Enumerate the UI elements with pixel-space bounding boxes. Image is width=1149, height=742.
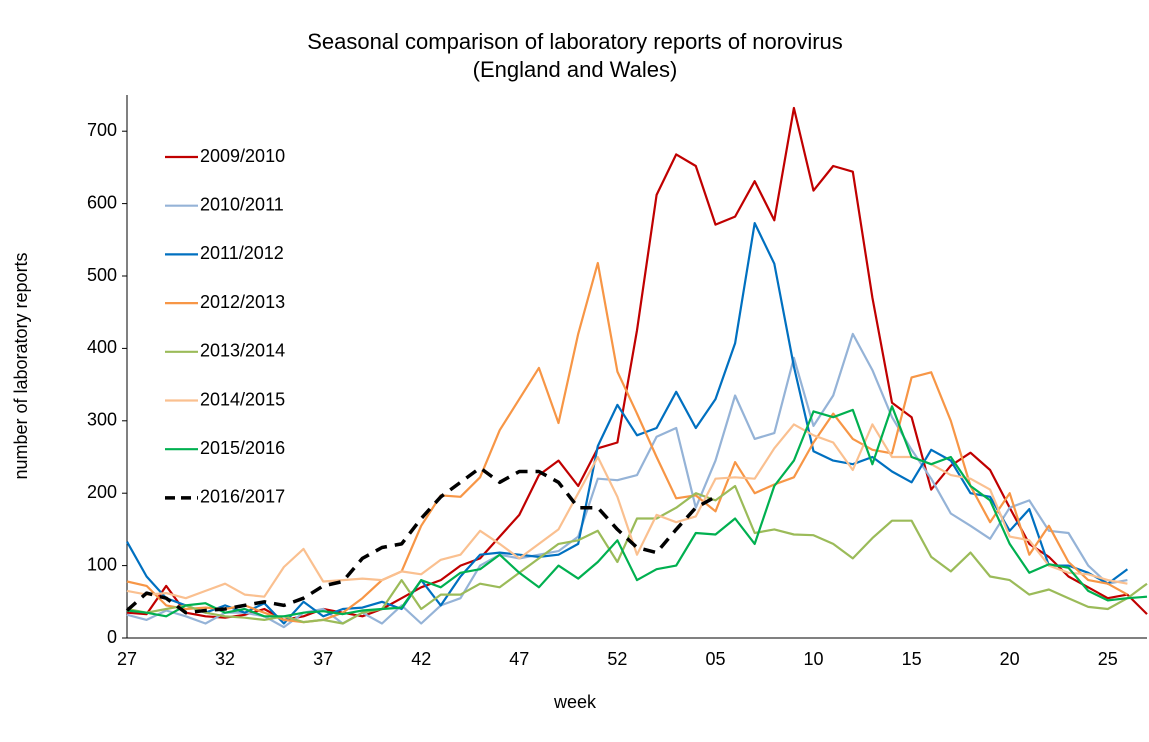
legend-label: 2009/2010: [200, 146, 285, 166]
x-tick-label: 20: [1000, 649, 1020, 669]
y-tick-label: 600: [87, 192, 117, 212]
y-axis-label: number of laboratory reports: [11, 252, 31, 479]
legend-label: 2012/2013: [200, 292, 285, 312]
x-tick-label: 32: [215, 649, 235, 669]
y-tick-label: 500: [87, 265, 117, 285]
y-tick-label: 300: [87, 410, 117, 430]
series-line: [126, 261, 1128, 624]
y-tick-label: 200: [87, 482, 117, 502]
x-tick-label: 47: [509, 649, 529, 669]
legend-label: 2010/2011: [200, 194, 284, 214]
legend-label: 2016/2017: [200, 487, 285, 507]
series-line: [125, 466, 717, 615]
x-tick-label: 15: [902, 649, 922, 669]
x-tick-label: 37: [313, 649, 333, 669]
x-tick-label: 52: [607, 649, 627, 669]
x-tick-label: 42: [411, 649, 431, 669]
legend-label: 2015/2016: [200, 438, 285, 458]
series-line: [126, 423, 1128, 600]
series-line: [126, 484, 1148, 625]
legend-label: 2011/2012: [200, 243, 284, 263]
y-tick-label: 400: [87, 337, 117, 357]
series-line: [126, 405, 1148, 618]
x-tick-label: 25: [1098, 649, 1118, 669]
legend-label: 2014/2015: [200, 389, 285, 409]
series-line: [126, 332, 1128, 629]
y-tick-label: 100: [87, 554, 117, 574]
chart-title: Seasonal comparison of laboratory report…: [307, 29, 843, 82]
x-tick-label: 05: [705, 649, 725, 669]
x-tick-label: 27: [117, 649, 137, 669]
series-line: [126, 222, 1129, 625]
legend-label: 2013/2014: [200, 341, 285, 361]
y-tick-label: 700: [87, 120, 117, 140]
y-tick-label: 0: [107, 627, 117, 647]
x-axis-label: week: [553, 692, 597, 712]
x-tick-label: 10: [804, 649, 824, 669]
series-line: [126, 106, 1148, 621]
